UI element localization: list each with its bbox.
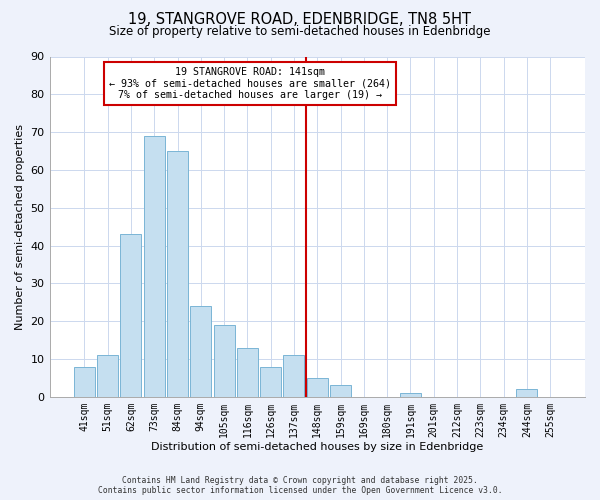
Bar [214,325,235,397]
Bar [167,151,188,397]
Bar [330,386,351,397]
Bar [121,234,142,397]
Bar [283,355,304,397]
Text: 19, STANGROVE ROAD, EDENBRIDGE, TN8 5HT: 19, STANGROVE ROAD, EDENBRIDGE, TN8 5HT [128,12,472,28]
Y-axis label: Number of semi-detached properties: Number of semi-detached properties [15,124,25,330]
Bar [97,355,118,397]
Text: 19 STANGROVE ROAD: 141sqm
← 93% of semi-detached houses are smaller (264)
7% of : 19 STANGROVE ROAD: 141sqm ← 93% of semi-… [109,66,391,100]
Bar [190,306,211,397]
Text: Contains HM Land Registry data © Crown copyright and database right 2025.
Contai: Contains HM Land Registry data © Crown c… [98,476,502,495]
Bar [144,136,165,397]
Bar [260,366,281,397]
Bar [74,366,95,397]
X-axis label: Distribution of semi-detached houses by size in Edenbridge: Distribution of semi-detached houses by … [151,442,484,452]
Bar [237,348,258,397]
Bar [517,390,538,397]
Text: Size of property relative to semi-detached houses in Edenbridge: Size of property relative to semi-detach… [109,25,491,38]
Bar [400,393,421,397]
Bar [307,378,328,397]
